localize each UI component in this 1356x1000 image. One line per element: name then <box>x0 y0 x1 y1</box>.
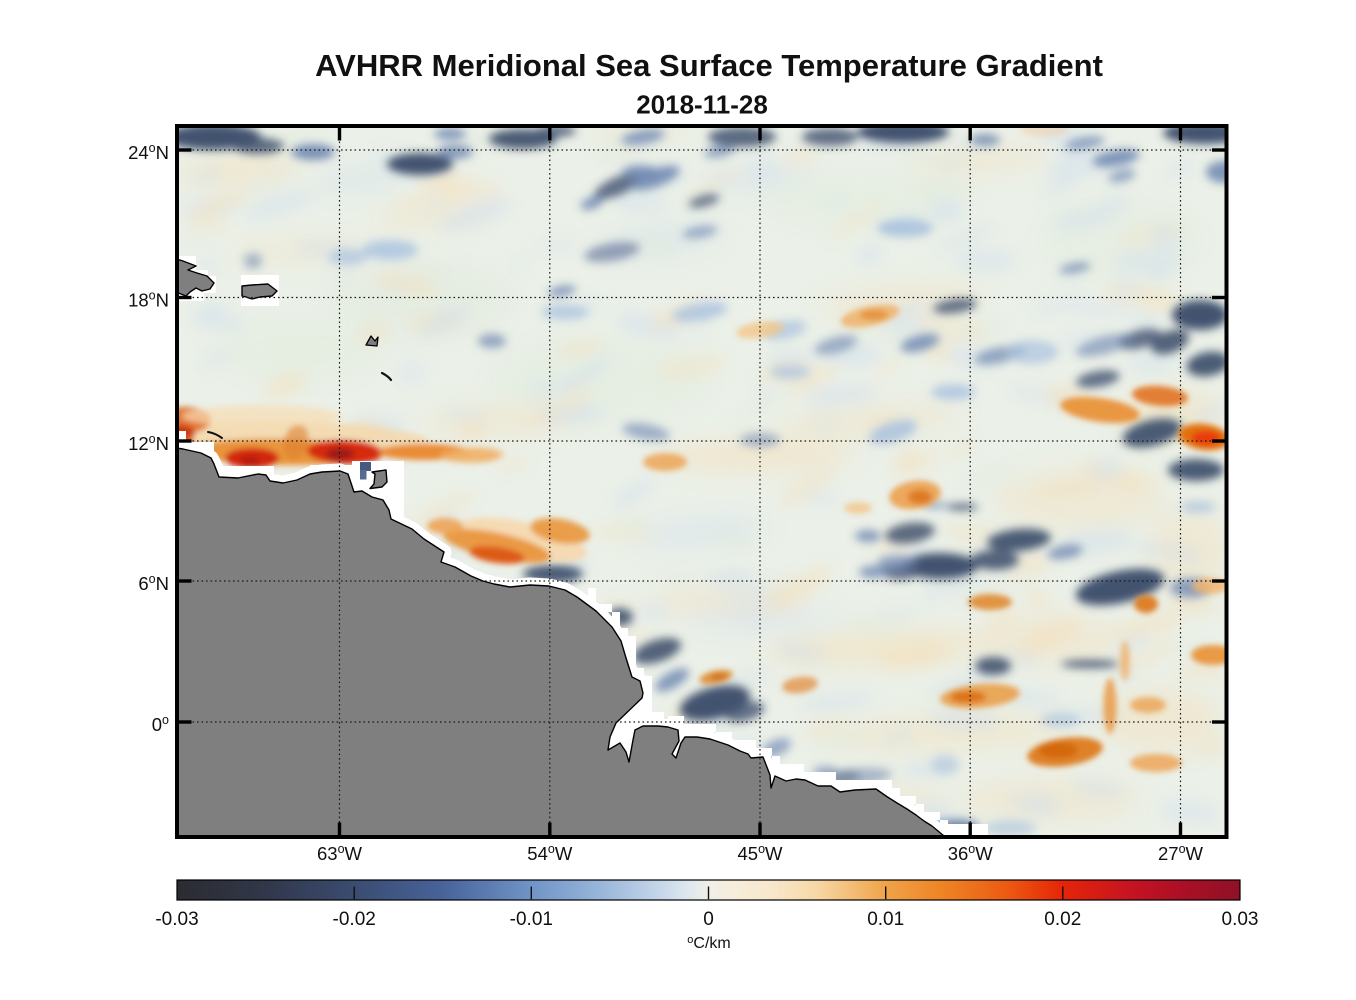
svg-text:12oN: 12oN <box>128 432 169 454</box>
svg-text:0: 0 <box>703 909 714 930</box>
svg-text:63oW: 63oW <box>317 842 363 864</box>
svg-text:-0.03: -0.03 <box>155 909 198 930</box>
svg-text:18oN: 18oN <box>128 289 169 311</box>
svg-text:AVHRR Meridional Sea Surface T: AVHRR Meridional Sea Surface Temperature… <box>315 48 1103 83</box>
svg-text:27oW: 27oW <box>1158 842 1204 864</box>
svg-text:oC/km: oC/km <box>687 934 730 952</box>
svg-text:-0.01: -0.01 <box>510 909 553 930</box>
svg-text:45oW: 45oW <box>738 842 784 864</box>
svg-text:0.02: 0.02 <box>1044 909 1081 930</box>
svg-text:0.03: 0.03 <box>1222 909 1259 930</box>
svg-text:36oW: 36oW <box>948 842 994 864</box>
svg-text:0.01: 0.01 <box>867 909 904 930</box>
svg-text:6oN: 6oN <box>138 572 169 594</box>
svg-text:24oN: 24oN <box>128 141 169 163</box>
svg-text:54oW: 54oW <box>527 842 573 864</box>
svg-text:-0.02: -0.02 <box>333 909 376 930</box>
svg-text:2018-11-28: 2018-11-28 <box>636 90 768 120</box>
